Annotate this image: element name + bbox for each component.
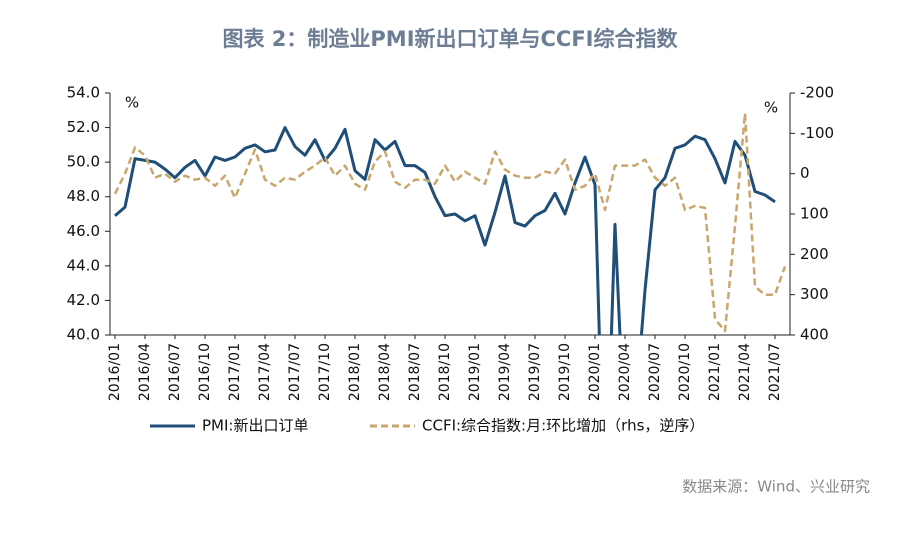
x-tick-label: 2020/04 bbox=[617, 343, 633, 401]
y-tick-label: 46.0 bbox=[67, 222, 100, 240]
x-tick-label: 2020/01 bbox=[587, 343, 603, 401]
x-tick-label: 2020/07 bbox=[647, 343, 663, 401]
series-line bbox=[113, 111, 787, 333]
y2-tick-label: 0 bbox=[800, 164, 810, 182]
x-tick-label: 2017/04 bbox=[257, 343, 273, 401]
y2-tick-label: 200 bbox=[800, 245, 829, 263]
y-tick-label: 40.0 bbox=[67, 326, 100, 344]
chart-title: 图表 2：制造业PMI新出口订单与CCFI综合指数 bbox=[222, 27, 678, 51]
x-tick-label: 2021/04 bbox=[737, 343, 753, 401]
x-tick-label: 2016/01 bbox=[107, 343, 123, 401]
x-tick-label: 2018/01 bbox=[347, 343, 363, 401]
x-tick-label: 2019/04 bbox=[497, 343, 513, 401]
x-tick-label: 2019/01 bbox=[467, 343, 483, 401]
series-line bbox=[114, 126, 776, 335]
x-tick-label: 2021/07 bbox=[767, 343, 783, 401]
y2-tick-label: 300 bbox=[800, 285, 829, 303]
y2-tick-label: -200 bbox=[800, 84, 834, 102]
x-tick-label: 2019/07 bbox=[527, 343, 543, 401]
x-tick-label: 2016/10 bbox=[197, 343, 213, 401]
x-tick-label: 2016/07 bbox=[167, 343, 183, 401]
y2-tick-label: 400 bbox=[800, 326, 829, 344]
x-tick-label: 2017/10 bbox=[317, 343, 333, 401]
y-tick-label: 52.0 bbox=[67, 118, 100, 136]
x-tick-label: 2020/10 bbox=[677, 343, 693, 401]
y2-tick-label: 100 bbox=[800, 205, 829, 223]
y-tick-label: 44.0 bbox=[67, 256, 100, 274]
source: 数据来源：Wind、兴业研究 bbox=[682, 478, 870, 496]
x-tick-label: 2021/01 bbox=[707, 343, 723, 401]
legend-label: PMI:新出口订单 bbox=[202, 417, 308, 435]
x-tick-label: 2017/01 bbox=[227, 343, 243, 401]
y-unit: % bbox=[125, 94, 139, 112]
legend-label: CCFI:综合指数:月:环比增加（rhs，逆序） bbox=[422, 417, 704, 435]
x-tick-label: 2018/04 bbox=[377, 343, 393, 401]
y-tick-label: 50.0 bbox=[67, 153, 100, 171]
y2-tick-label: -100 bbox=[800, 124, 834, 142]
y-tick-label: 54.0 bbox=[67, 84, 100, 102]
plot-area bbox=[113, 111, 787, 335]
x-tick-label: 2018/07 bbox=[407, 343, 423, 401]
x-tick-label: 2019/10 bbox=[557, 343, 573, 401]
y-tick-label: 42.0 bbox=[67, 291, 100, 309]
y-tick-label: 48.0 bbox=[67, 187, 100, 205]
x-tick-label: 2018/10 bbox=[437, 343, 453, 401]
y2-unit: % bbox=[764, 99, 778, 117]
x-tick-label: 2016/04 bbox=[137, 343, 153, 401]
x-tick-label: 2017/07 bbox=[287, 343, 303, 401]
